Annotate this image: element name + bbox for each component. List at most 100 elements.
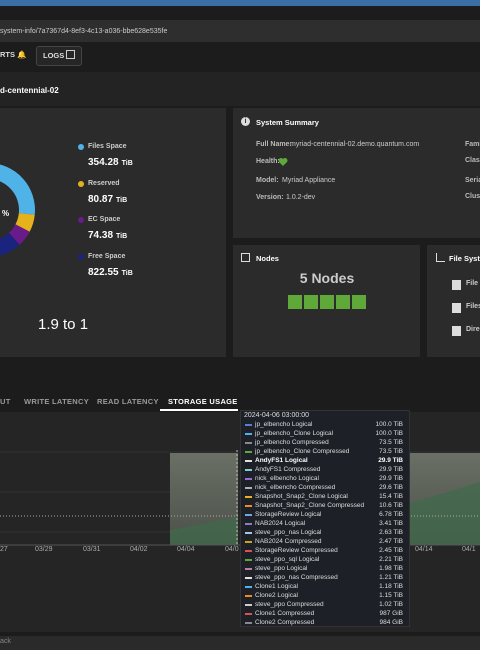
- legend-name: Free Space: [88, 252, 126, 260]
- series-value: 100.0 TiB: [375, 430, 403, 437]
- series-value: 15.4 TiB: [379, 493, 403, 500]
- donut-segment: [0, 164, 35, 215]
- storage-panel: [0, 108, 226, 357]
- panel-title: Nodes: [256, 254, 279, 263]
- series-swatch: [245, 442, 252, 444]
- series-value: 6.78 TiB: [379, 511, 403, 518]
- series-swatch: [245, 478, 252, 480]
- field-label: Model:: [256, 177, 279, 184]
- node-box: [336, 295, 350, 309]
- series-swatch: [245, 577, 252, 579]
- series-value: 984 GiB: [379, 619, 404, 626]
- series-value: 1.15 TiB: [379, 592, 403, 599]
- donut-center-label: %: [2, 209, 10, 218]
- series-swatch: [245, 541, 252, 543]
- series-name: Snapshot_Snap2_Clone Logical: [255, 493, 348, 500]
- series-name: nick_elbencho Compressed: [255, 484, 336, 491]
- legend-value: 822.55 TiB: [88, 267, 133, 278]
- tab[interactable]: WRITE LATENCY: [24, 397, 90, 406]
- x-tick-label: 04/0: [225, 546, 239, 553]
- series-name: jp_elbencho Logical: [255, 421, 313, 428]
- donut-segment: [0, 232, 20, 256]
- series-swatch: [245, 451, 252, 453]
- field-value: Myriad Appliance: [282, 177, 336, 184]
- tab-indicator: [160, 409, 238, 411]
- field-label: Seria: [465, 177, 480, 184]
- series-value: 29.6 TiB: [379, 484, 403, 491]
- series-swatch: [245, 532, 252, 534]
- series-name: AndyFS1 Compressed: [255, 466, 321, 473]
- button-label: LOGS: [43, 51, 65, 60]
- header: [0, 72, 480, 106]
- series-name: jp_elbencho Compressed: [255, 439, 329, 446]
- series-name: steve_ppo_nas Logical: [255, 529, 322, 536]
- series-value: 2.47 TiB: [379, 538, 403, 545]
- series-value: 29.9 TiB: [379, 466, 403, 473]
- fs-item: File S: [466, 280, 480, 287]
- tab[interactable]: STORAGE USAGE: [168, 397, 238, 406]
- field-label: Version:: [256, 194, 284, 201]
- series-value: 1.18 TiB: [379, 583, 403, 590]
- legend-dot: [78, 180, 84, 187]
- summary-panel: [233, 108, 480, 238]
- series-name: StorageReview Compressed: [255, 547, 338, 554]
- series-name: AndyFS1 Logical: [255, 457, 308, 464]
- value-unit: TiB: [116, 233, 128, 240]
- reduction-ratio: 1.9 to 1: [38, 316, 89, 333]
- footer-bar: [0, 636, 480, 650]
- series-swatch: [245, 424, 252, 426]
- series-value: 987 GiB: [379, 610, 404, 617]
- legend-value: 354.28 TiB: [88, 157, 133, 168]
- series-name: Clone1 Compressed: [255, 610, 315, 617]
- field-value: 1.0.2-dev: [286, 194, 316, 201]
- legend-name: Files Space: [88, 143, 127, 150]
- series-name: Clone2 Compressed: [255, 619, 315, 626]
- logs-button[interactable]: [36, 46, 82, 66]
- donut-segment: [8, 224, 30, 245]
- series-name: NAB2024 Logical: [255, 520, 306, 527]
- node-box: [352, 295, 366, 309]
- panel-title: System Summary: [256, 118, 319, 127]
- node-box: [288, 295, 302, 309]
- panel-title: File Syste: [449, 254, 480, 263]
- x-tick-label: 04/1: [462, 546, 476, 553]
- series-value: 1.98 TiB: [379, 565, 403, 572]
- field-label: Fami: [465, 141, 480, 148]
- series-swatch: [245, 595, 252, 597]
- series-value: 100.0 TiB: [375, 421, 403, 428]
- cluster-name: d-centennial-02: [0, 86, 59, 95]
- fs-item-icon: [452, 303, 461, 313]
- series-swatch: [245, 613, 252, 615]
- series-swatch: [245, 469, 252, 471]
- alerts-button[interactable]: RTS 🔔: [0, 50, 27, 59]
- series-value: 10.6 TiB: [379, 502, 403, 509]
- series-swatch: [245, 460, 252, 462]
- x-tick-label: 03/29: [35, 546, 53, 553]
- series-value: 1.02 TiB: [379, 601, 403, 608]
- footer-text: ack: [0, 638, 11, 645]
- series-swatch: [245, 550, 252, 552]
- series-swatch: [245, 505, 252, 507]
- address-bar[interactable]: [0, 20, 480, 42]
- series-swatch: [245, 604, 252, 606]
- value-unit: TiB: [121, 269, 133, 277]
- value-number: 354.28: [88, 157, 119, 168]
- field-value: myriad-centennial-02.demo.quantum.com: [290, 141, 420, 148]
- series-name: jp_elbencho_Clone Compressed: [255, 448, 350, 455]
- series-name: Clone1 Logical: [255, 583, 299, 590]
- legend-dot: [78, 217, 84, 223]
- tooltip-title: 2024-04-06 03:00:00: [244, 412, 309, 419]
- series-name: Snapshot_Snap2_Clone Compressed: [255, 502, 365, 509]
- url: system-info/7a7367d4-8ef3-4c13-a036-bbe6…: [0, 28, 168, 35]
- series-value: 29.9 TiB: [378, 457, 403, 464]
- series-name: nick_elbencho Logical: [255, 475, 319, 482]
- tab[interactable]: UT: [0, 397, 11, 406]
- series-name: NAB2024 Compressed: [255, 538, 322, 545]
- series-value: 73.5 TiB: [379, 439, 403, 446]
- node-box: [304, 295, 318, 309]
- series-name: Clone2 Logical: [255, 592, 299, 599]
- x-tick-label: 04/02: [130, 546, 148, 553]
- tab[interactable]: READ LATENCY: [97, 397, 159, 406]
- legend-name: Reserved: [88, 179, 120, 187]
- fs-item: Direc: [466, 326, 480, 333]
